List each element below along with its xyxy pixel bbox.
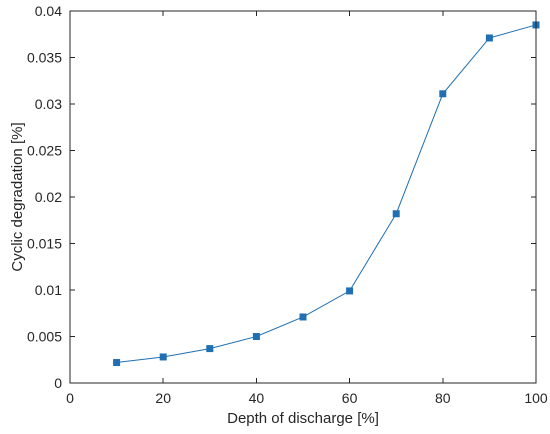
tick-labels: 0 20 40 60 80 100 0 0.005 0.01 0.015 0.02 0.025 0.03… [27,3,548,406]
y-tick-label: 0.015 [27,236,62,252]
x-tick-label: 100 [524,390,548,406]
data-point-marker [299,313,307,321]
data-point-marker [113,359,121,367]
x-tick-label: 0 [66,390,74,406]
data-point-marker [252,333,260,340]
x-axis-label: Depth of discharge [%] [227,410,379,427]
series-line [116,24,537,364]
y-tick-label: 0.02 [35,189,62,205]
data-point-marker [439,90,447,98]
y-axis-label: Cyclic degradation [%] [9,122,26,271]
plot-area [70,11,536,383]
x-tick-label: 40 [249,390,265,406]
data-point-marker [159,353,167,361]
y-tick-label: 0.01 [35,282,62,298]
data-point-marker [206,345,214,353]
y-tick-label: 0.04 [35,3,62,19]
x-tick-label: 60 [342,390,358,406]
y-tick-label: 0 [54,375,62,391]
axes-box [69,10,537,384]
y-tick-label: 0.035 [27,50,62,66]
data-point-marker [485,34,493,42]
x-tick-label: 80 [435,390,451,406]
y-tick-label: 0.005 [27,329,62,345]
y-tick-label: 0.025 [27,143,62,159]
data-point-marker [346,287,354,295]
data-point-marker [392,210,400,218]
x-tick-label: 20 [155,390,171,406]
y-tick-label: 0.03 [35,96,62,112]
